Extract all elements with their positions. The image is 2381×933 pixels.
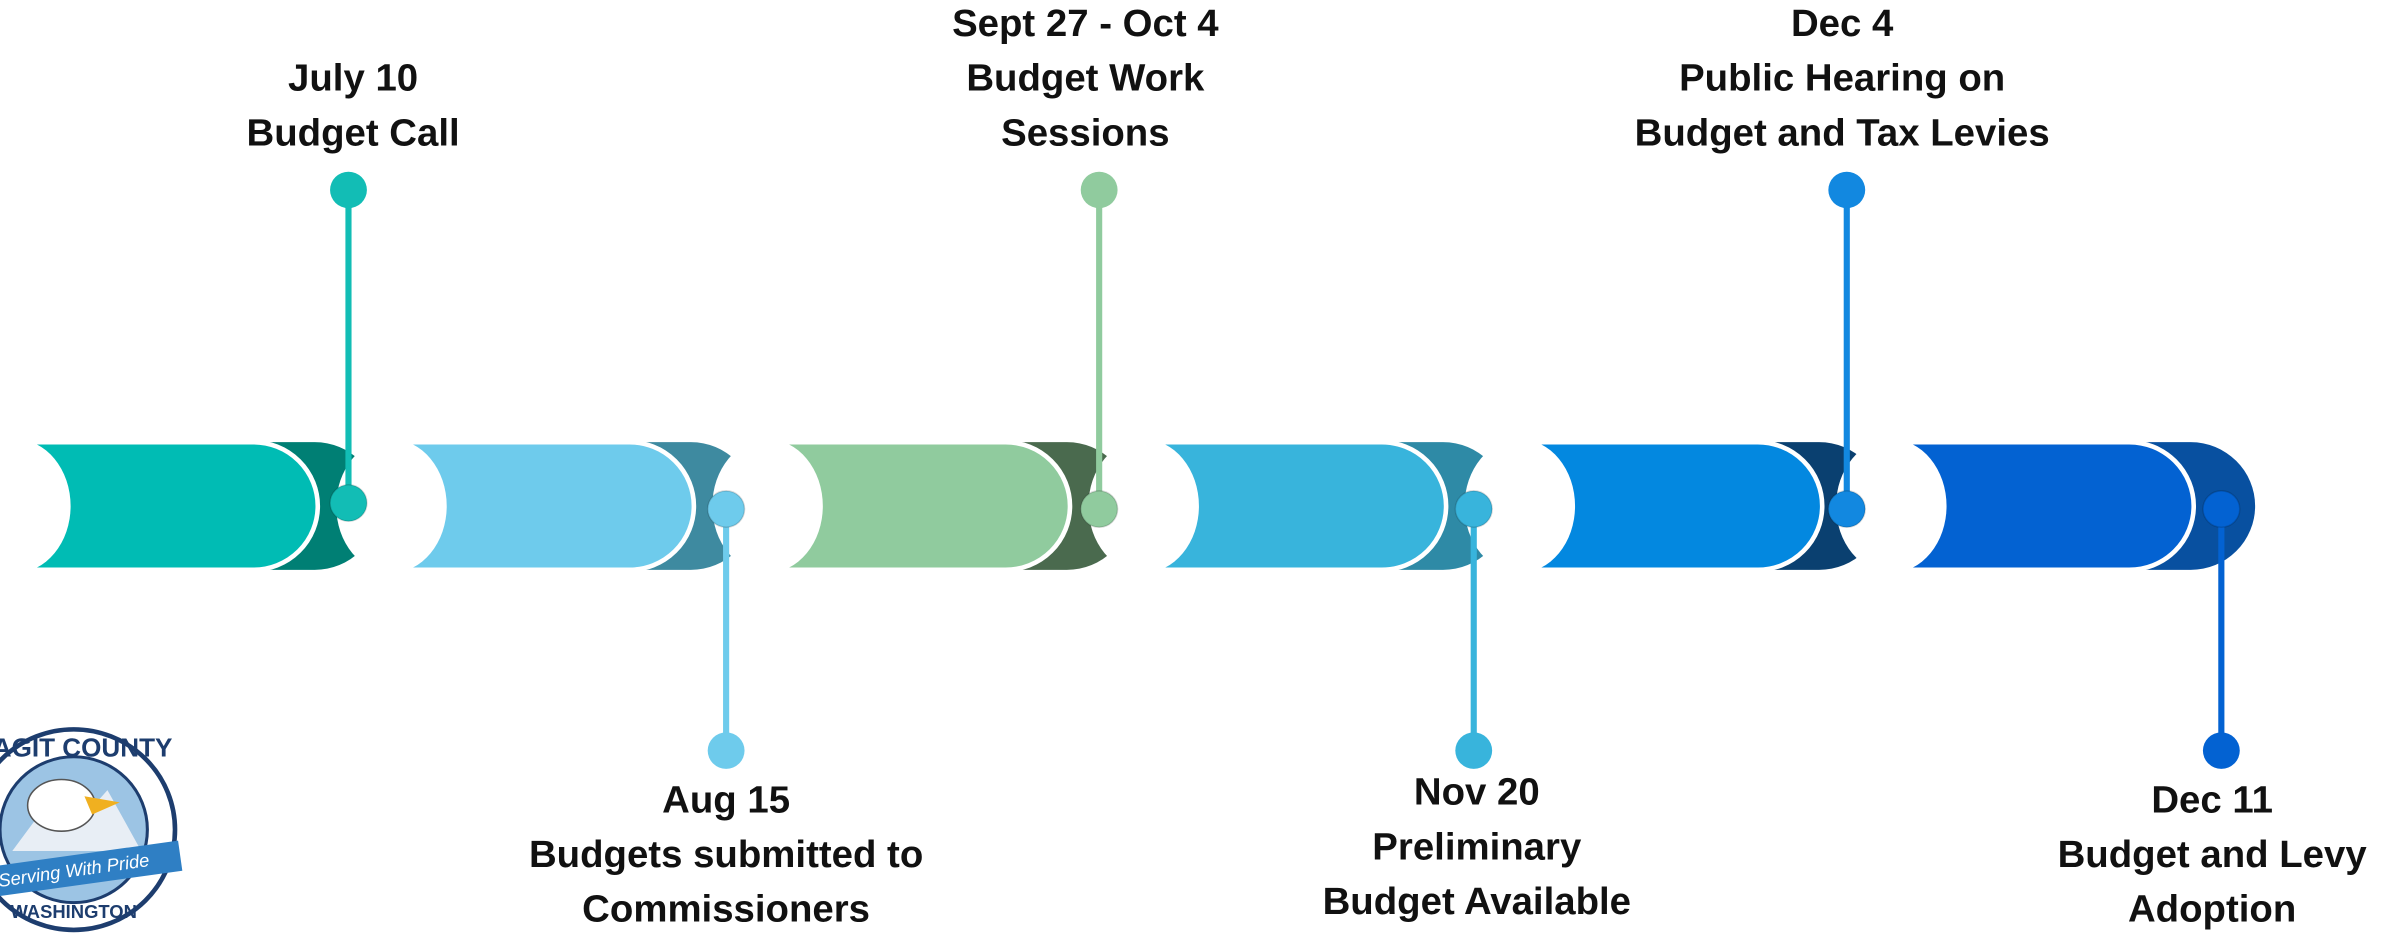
event-label: Budget and Tax Levies: [1635, 111, 2050, 154]
event-date: Dec 4: [1791, 2, 1894, 45]
event-date: July 10: [288, 57, 418, 100]
event-label: Budgets submitted to: [529, 833, 923, 876]
pin-dot: [2202, 732, 2240, 769]
event-label: Sessions: [1001, 111, 1169, 154]
pin-dot: [1828, 171, 1866, 209]
segment-notch: [1464, 439, 1576, 573]
pin-dot: [1455, 732, 1493, 769]
segment-notch: [0, 439, 71, 573]
pin-anchor: [1827, 490, 1866, 529]
event-date: Sept 27 - Oct 4: [952, 2, 1219, 45]
event-date: Nov 20: [1414, 771, 1540, 814]
event-label: Budget and Levy: [2058, 833, 2368, 876]
pin-anchor: [329, 483, 368, 522]
event-date: Dec 11: [2151, 779, 2273, 822]
event-label: Commissioners: [582, 888, 870, 931]
segment-body: [1517, 439, 1825, 573]
segment-body: [1888, 439, 2196, 573]
pin-dot: [330, 171, 367, 209]
pin-dot: [707, 732, 745, 769]
pin-anchor: [1079, 490, 1119, 529]
pin-dot: [1080, 171, 1118, 209]
county-logo: Serving With Pride SKAGIT COUNTY WASHING…: [0, 727, 183, 933]
segment-notch: [336, 439, 447, 573]
pin-anchor: [706, 490, 746, 529]
segment-notch: [1088, 439, 1199, 573]
segment-notch: [1836, 439, 1947, 573]
segment-notch: [712, 439, 823, 573]
pin-anchor: [2202, 490, 2241, 529]
event-label: Budget Available: [1323, 880, 1631, 923]
logo-top: SKAGIT COUNTY: [0, 733, 172, 763]
event-date: Aug 15: [662, 779, 790, 822]
pin-anchor: [1454, 490, 1493, 529]
event-label: Public Hearing on: [1679, 57, 2005, 100]
event-label: Preliminary: [1372, 826, 1582, 869]
logo-bottom: WASHINGTON: [10, 901, 136, 922]
event-label: Adoption: [2128, 888, 2296, 931]
segment-body: [13, 439, 320, 573]
event-label: Budget Call: [247, 111, 460, 154]
segment-body: [1141, 439, 1449, 573]
event-label: Budget Work: [966, 57, 1205, 100]
segment-body: [389, 439, 697, 573]
segment-body: [765, 439, 1073, 573]
